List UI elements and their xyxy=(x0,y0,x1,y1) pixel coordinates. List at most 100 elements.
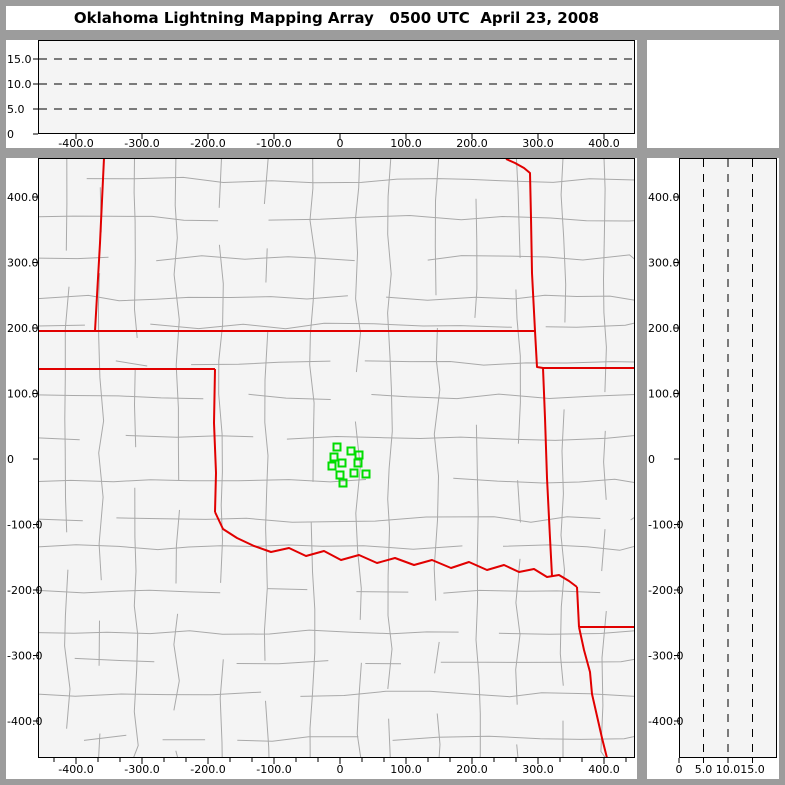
county-line xyxy=(387,157,393,689)
county-line xyxy=(502,544,636,551)
altitude-vs-eastwest-panel[interactable] xyxy=(38,40,635,134)
county-line xyxy=(191,360,331,366)
county-line xyxy=(300,690,636,698)
county-line xyxy=(115,360,148,367)
county-line xyxy=(559,409,566,686)
county-line xyxy=(386,294,636,301)
county-line xyxy=(97,273,105,581)
county-line xyxy=(37,256,109,260)
plan-view-map xyxy=(37,157,636,759)
county-line xyxy=(427,254,636,261)
state-border-tx-la-border xyxy=(578,626,608,759)
county-line xyxy=(37,691,262,697)
county-line xyxy=(356,662,362,759)
county-line xyxy=(263,330,269,661)
county-line xyxy=(286,435,636,441)
state-border-tx-ar-border xyxy=(576,586,580,628)
county-line xyxy=(515,558,521,705)
county-line xyxy=(83,734,127,741)
county-line xyxy=(498,630,636,635)
lma-station-marker xyxy=(337,458,347,468)
county-line xyxy=(474,198,478,318)
county-line xyxy=(237,736,359,742)
county-line xyxy=(434,157,440,296)
county-line xyxy=(175,509,180,584)
county-line xyxy=(600,611,607,759)
county-line xyxy=(37,324,85,327)
county-line xyxy=(433,327,441,601)
county-line xyxy=(37,394,204,400)
lma-station-marker xyxy=(327,461,337,471)
county-line xyxy=(516,744,519,759)
county-line xyxy=(37,437,80,441)
county-line xyxy=(545,322,636,328)
lma-station-marker xyxy=(338,478,348,488)
county-line xyxy=(37,544,463,551)
county-line xyxy=(267,588,308,591)
plan-view-map-panel[interactable] xyxy=(37,157,636,759)
county-line xyxy=(371,393,636,400)
state-border-co-ks-border xyxy=(94,157,105,332)
county-line xyxy=(218,244,224,583)
county-line xyxy=(515,289,521,444)
county-line xyxy=(219,659,224,759)
lma-station-marker xyxy=(361,469,371,479)
county-line xyxy=(388,718,391,759)
lma-station-marker xyxy=(353,458,363,468)
county-line xyxy=(309,157,316,482)
county-line xyxy=(355,157,362,373)
county-line xyxy=(517,480,521,523)
county-line xyxy=(37,215,219,222)
county-line xyxy=(601,529,606,572)
county-line xyxy=(364,360,636,366)
county-line xyxy=(65,157,68,251)
county-line xyxy=(156,255,355,262)
county-line xyxy=(173,613,180,711)
county-line xyxy=(173,157,180,481)
lma-station-marker xyxy=(332,442,342,452)
county-line xyxy=(265,700,270,759)
county-line xyxy=(37,589,221,594)
county-line xyxy=(175,750,179,759)
county-line xyxy=(236,660,329,665)
county-line xyxy=(436,713,441,759)
empty-corner-panel xyxy=(647,40,779,148)
county-line xyxy=(309,522,316,759)
county-line xyxy=(37,518,83,522)
county-line xyxy=(392,735,636,741)
county-line xyxy=(133,157,138,338)
county-line xyxy=(37,294,348,302)
county-line xyxy=(268,214,636,222)
state-border-red-river-ok-tx-border xyxy=(214,511,578,588)
state-border-ks-mo-ok-ar-border xyxy=(505,158,553,577)
county-line xyxy=(560,157,567,323)
county-line xyxy=(453,477,636,484)
county-line xyxy=(133,369,137,448)
county-line xyxy=(64,286,70,533)
county-line xyxy=(443,589,601,594)
county-line xyxy=(515,157,521,258)
lma-station-marker xyxy=(349,468,359,478)
county-line xyxy=(86,176,636,184)
county-line xyxy=(150,322,512,330)
county-line xyxy=(218,157,222,208)
county-line xyxy=(603,430,607,500)
county-line xyxy=(37,479,367,483)
horizontal-divider-top xyxy=(6,30,779,40)
county-line xyxy=(434,641,440,674)
county-line xyxy=(116,516,601,523)
county-line xyxy=(265,248,268,283)
county-line xyxy=(74,657,155,663)
page-title: Oklahoma Lightning Mapping Array 0500 UT… xyxy=(73,9,600,27)
county-line xyxy=(132,487,139,759)
vertical-divider xyxy=(637,40,647,779)
county-line xyxy=(125,434,254,438)
county-line xyxy=(64,569,71,729)
county-line xyxy=(37,629,459,635)
state-border-tx-ok-100w-border xyxy=(213,368,217,513)
county-line xyxy=(98,733,101,759)
lma-station-marker xyxy=(329,452,339,462)
county-line xyxy=(602,157,607,393)
altitude-vs-northsouth-panel[interactable] xyxy=(679,158,777,758)
